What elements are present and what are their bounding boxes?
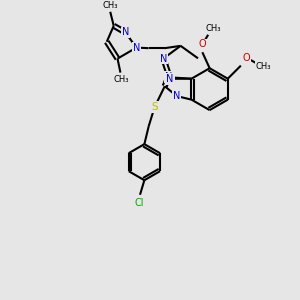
Text: N: N xyxy=(164,72,172,82)
Text: CH₃: CH₃ xyxy=(113,74,129,83)
Text: O: O xyxy=(243,53,250,63)
Text: N: N xyxy=(167,74,174,84)
Text: O: O xyxy=(199,39,206,50)
Text: N: N xyxy=(173,91,181,101)
Text: CH₃: CH₃ xyxy=(256,62,271,71)
Text: Cl: Cl xyxy=(134,198,144,208)
Text: N: N xyxy=(160,53,167,64)
Text: S: S xyxy=(151,102,158,112)
Text: CH₃: CH₃ xyxy=(206,24,221,33)
Text: CH₃: CH₃ xyxy=(103,1,118,10)
Text: N: N xyxy=(133,43,140,52)
Text: N: N xyxy=(122,28,129,38)
